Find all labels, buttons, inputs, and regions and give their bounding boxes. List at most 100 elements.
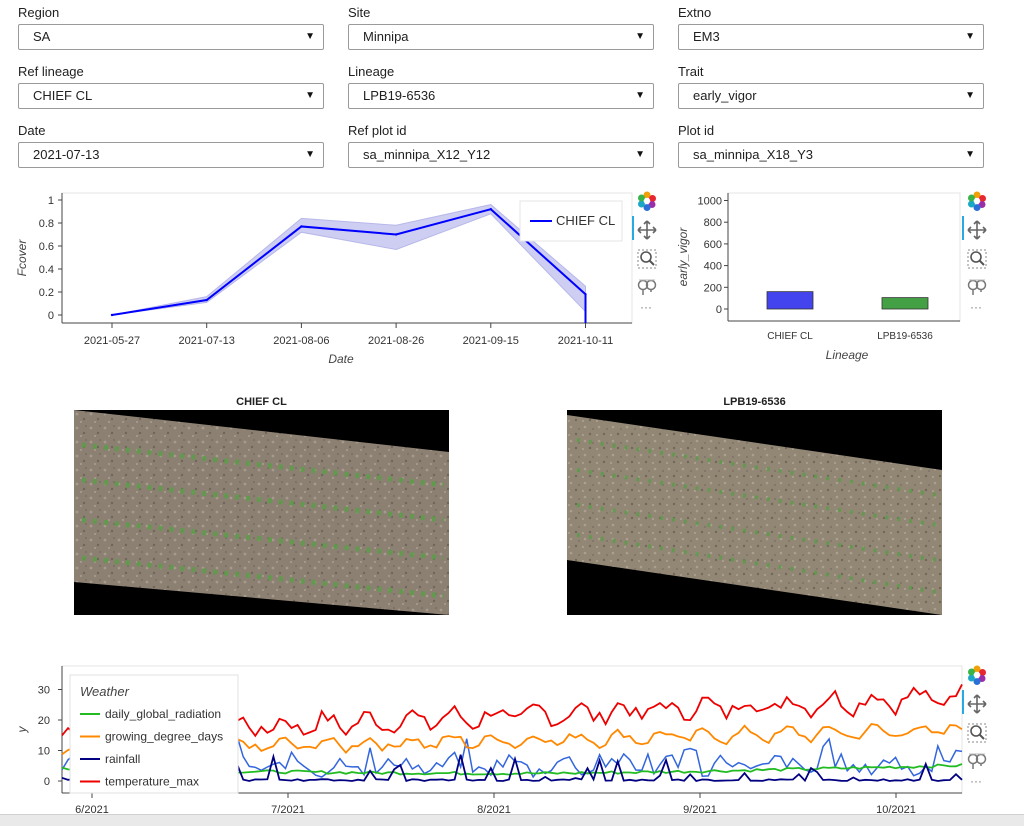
y-axis-label: y xyxy=(15,726,29,734)
fcover-point xyxy=(489,208,492,211)
ref-lineage-select[interactable]: CHIEF CL ▼ xyxy=(18,83,324,109)
x-tick-label: 2021-09-15 xyxy=(463,335,519,347)
legend-title: Weather xyxy=(80,684,130,699)
ref-plot-id-value: sa_minnipa_X12_Y12 xyxy=(363,147,491,162)
x-tick-label: 2021-05-27 xyxy=(84,335,140,347)
plot-id-label: Plot id xyxy=(678,123,715,138)
early-vigor-chart[interactable]: 0 200 400 600 800 1000 CHIEF CL LPB19-6536 early… xyxy=(670,185,965,370)
legend-box xyxy=(69,674,239,794)
ref-lineage-label: Ref lineage xyxy=(18,64,84,79)
lineage-select[interactable]: LPB19-6536 ▼ xyxy=(348,83,654,109)
y-tick-label: 0 xyxy=(44,776,50,788)
y-tick-label: 1000 xyxy=(698,196,722,208)
pan-icon[interactable] xyxy=(966,693,988,715)
right-image-title: LPB19-6536 xyxy=(723,396,786,408)
extno-select[interactable]: EM3 ▼ xyxy=(678,24,984,50)
site-value: Minnipa xyxy=(363,29,409,44)
y-tick-label: 0.2 xyxy=(39,287,54,299)
plot-image xyxy=(567,410,942,615)
x-tick-label: CHIEF CL xyxy=(767,331,813,342)
site-label: Site xyxy=(348,5,371,20)
wheel-zoom-icon[interactable] xyxy=(966,751,988,773)
y-axis-label: Fcover xyxy=(15,239,29,277)
fcover-point xyxy=(300,225,303,228)
chevron-down-icon: ▼ xyxy=(965,31,975,42)
x-tick-label: 2021-08-06 xyxy=(273,335,329,347)
bokeh-logo-icon[interactable] xyxy=(966,190,988,212)
pan-icon[interactable] xyxy=(966,219,988,241)
y-tick-label: 20 xyxy=(38,715,50,727)
legend-label: daily_global_radiation xyxy=(105,707,221,721)
trait-select[interactable]: early_vigor ▼ xyxy=(678,83,984,109)
ref-plot-id-select[interactable]: sa_minnipa_X12_Y12 ▼ xyxy=(348,142,654,168)
legend-label: temperature_max xyxy=(105,775,199,789)
active-tool-indicator xyxy=(632,216,634,240)
plot-id-value: sa_minnipa_X18_Y3 xyxy=(693,147,813,162)
plot-id-select[interactable]: sa_minnipa_X18_Y3 ▼ xyxy=(678,142,984,168)
date-label: Date xyxy=(18,123,46,138)
fcover-point xyxy=(110,313,114,317)
date-select[interactable]: 2021-07-13 ▼ xyxy=(18,142,324,168)
weather-chart[interactable]: 0 10 20 30 6/2021 7/2021 8/2021 9/2021 10/2021 y W… xyxy=(0,660,966,816)
bokeh-logo-icon[interactable] xyxy=(966,664,988,686)
pan-icon[interactable] xyxy=(636,219,658,241)
bar-1 xyxy=(766,291,814,310)
x-axis-label: Date xyxy=(328,352,354,366)
x-tick-label: 2021-07-13 xyxy=(179,335,235,347)
y-tick-label: 1 xyxy=(48,195,54,207)
more-icon[interactable]: ··· xyxy=(970,774,982,788)
x-tick-label: 10/2021 xyxy=(876,804,916,816)
box-zoom-icon[interactable] xyxy=(966,722,988,744)
y-axis-label: early_vigor xyxy=(676,227,690,287)
legend-label: growing_degree_days xyxy=(105,730,223,744)
chevron-down-icon: ▼ xyxy=(305,90,315,101)
y-tick-label: 0.8 xyxy=(39,218,54,230)
bar-2 xyxy=(881,297,929,310)
horizontal-scrollbar[interactable] xyxy=(0,814,1024,826)
chevron-down-icon: ▼ xyxy=(635,90,645,101)
y-tick-label: 30 xyxy=(38,685,50,697)
x-tick-label: LPB19-6536 xyxy=(877,331,933,342)
chevron-down-icon: ▼ xyxy=(965,90,975,101)
y-tick-label: 800 xyxy=(704,217,722,229)
bokeh-logo-icon[interactable] xyxy=(636,190,658,212)
active-tool-indicator xyxy=(962,216,964,240)
region-select[interactable]: SA ▼ xyxy=(18,24,324,50)
x-tick-label: 7/2021 xyxy=(271,804,305,816)
chevron-down-icon: ▼ xyxy=(305,149,315,160)
ref-plot-id-label: Ref plot id xyxy=(348,123,407,138)
fcover-chart[interactable]: 0 0.2 0.4 0.6 0.8 1 2021-05-27 2021-07-13 2021-0… xyxy=(0,185,640,370)
site-select[interactable]: Minnipa ▼ xyxy=(348,24,654,50)
region-label: Region xyxy=(18,5,60,20)
wheel-zoom-icon[interactable] xyxy=(966,277,988,299)
x-tick-label: 2021-08-26 xyxy=(368,335,424,347)
y-tick-label: 0 xyxy=(716,304,722,316)
confidence-band xyxy=(111,204,586,316)
fcover-point xyxy=(205,298,208,302)
legend-label: rainfall xyxy=(105,752,140,766)
x-axis-label: Lineage xyxy=(826,348,869,362)
box-zoom-icon[interactable] xyxy=(636,248,658,270)
lineage-value: LPB19-6536 xyxy=(363,88,436,103)
y-tick-label: 0.4 xyxy=(39,264,54,276)
y-tick-label: 0 xyxy=(48,310,54,322)
extno-label: Extno xyxy=(678,5,712,20)
x-tick-label: 8/2021 xyxy=(477,804,511,816)
x-tick-label: 2021-10-11 xyxy=(558,335,613,347)
more-icon[interactable]: ··· xyxy=(640,300,652,314)
x-tick-label: 9/2021 xyxy=(683,804,717,816)
wheel-zoom-icon[interactable] xyxy=(636,277,658,299)
ref-lineage-value: CHIEF CL xyxy=(33,88,93,103)
lineage-label: Lineage xyxy=(348,64,395,79)
left-image-title: CHIEF CL xyxy=(236,396,287,408)
trait-value: early_vigor xyxy=(693,88,757,103)
ref-plot-image xyxy=(74,410,449,615)
chevron-down-icon: ▼ xyxy=(635,31,645,42)
x-tick-label: 6/2021 xyxy=(75,804,109,816)
chevron-down-icon: ▼ xyxy=(965,149,975,160)
y-tick-label: 200 xyxy=(704,282,722,294)
y-tick-label: 10 xyxy=(38,746,50,758)
more-icon[interactable]: ··· xyxy=(970,300,982,314)
active-tool-indicator xyxy=(962,690,964,714)
box-zoom-icon[interactable] xyxy=(966,248,988,270)
